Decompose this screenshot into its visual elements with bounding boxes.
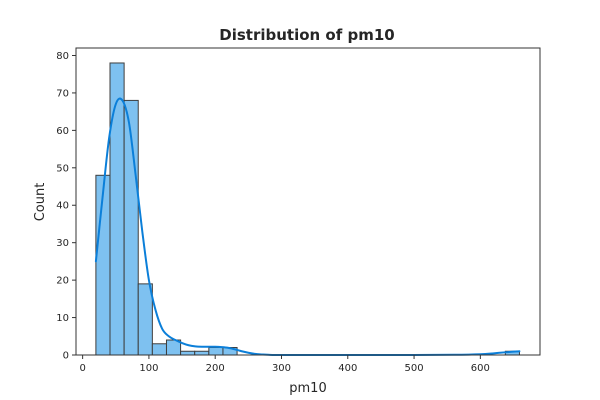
y-tick-label: 50: [56, 163, 69, 174]
y-tick-label: 30: [56, 238, 69, 249]
x-tick-label: 300: [272, 363, 291, 374]
x-tick-label: 400: [338, 363, 357, 374]
plot-frame: [75, 47, 541, 356]
histogram-bar-8: [208, 347, 224, 356]
y-tick-label: 80: [56, 51, 69, 62]
y-tick-label: 0: [63, 351, 69, 362]
x-axis-ticks: 0 100 200 300 400 500 600: [79, 355, 490, 374]
y-tick-label: 60: [56, 126, 69, 137]
chart-title: Distribution of pm10: [219, 26, 394, 44]
y-tick-label: 20: [56, 276, 69, 287]
histogram-bar-4: [151, 343, 167, 356]
histogram-bar-7: [194, 350, 210, 356]
y-tick-label: 70: [56, 88, 69, 99]
y-tick-label: 40: [56, 201, 69, 212]
y-axis-ticks: 0 10 20 30 40 50 60 70 80: [56, 51, 76, 362]
y-axis-label: Count: [33, 183, 48, 222]
x-axis-label: pm10: [289, 381, 326, 396]
histogram-bar-1: [109, 62, 125, 356]
x-tick-label: 500: [405, 363, 424, 374]
x-tick-label: 0: [79, 363, 85, 374]
x-tick-label: 600: [471, 363, 490, 374]
histogram-bar-6: [180, 350, 196, 356]
x-tick-label: 200: [206, 363, 225, 374]
histogram-bar-3: [137, 283, 153, 356]
y-tick-label: 10: [56, 313, 69, 324]
x-tick-label: 100: [139, 363, 158, 374]
